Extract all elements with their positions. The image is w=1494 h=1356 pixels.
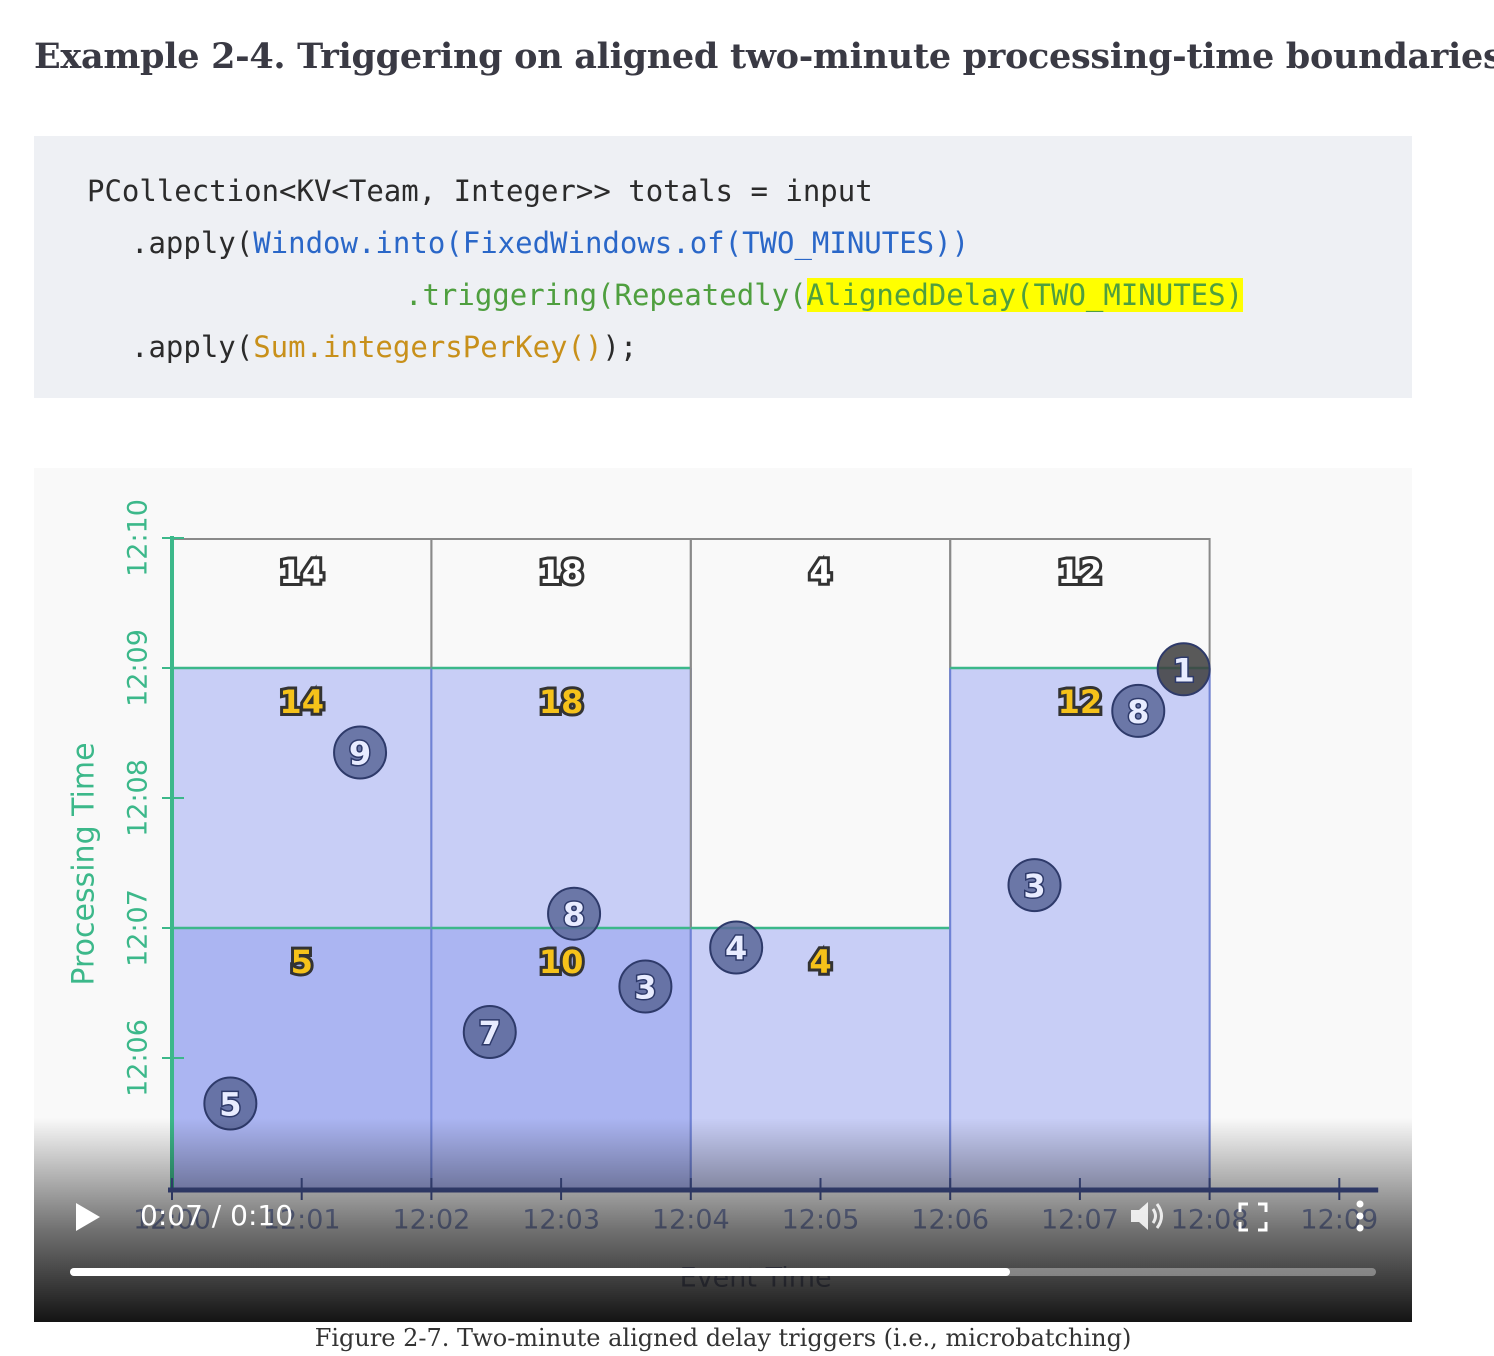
data-point-circle bbox=[618, 959, 673, 1014]
pane-area bbox=[950, 668, 1210, 1190]
pane-value: 18 bbox=[539, 683, 584, 721]
y-tick-label: 12:07 bbox=[123, 889, 154, 967]
current-time: 0:07 bbox=[140, 1199, 203, 1232]
data-point-value: 4 bbox=[725, 930, 747, 968]
data-point-value: 9 bbox=[349, 735, 371, 773]
pane-value: 14 bbox=[279, 683, 324, 721]
more-vertical-icon bbox=[1356, 1200, 1364, 1232]
code-text: PCollection<KV<Team, Integer>> totals = … bbox=[87, 174, 873, 208]
time-display: 0:07 / 0:10 bbox=[140, 1199, 293, 1232]
figure-caption: Figure 2-7. Two-minute aligned delay tri… bbox=[314, 1324, 1132, 1352]
code-sum-call: Sum.integersPerKey() bbox=[253, 330, 603, 364]
code-block: PCollection<KV<Team, Integer>> totals = … bbox=[34, 136, 1412, 398]
y-tick-label: 12:08 bbox=[123, 759, 154, 837]
duration: 0:10 bbox=[230, 1199, 294, 1232]
video-player[interactable]: 12:06 12:07 12:08 12:09 12:10 Processing Time… bbox=[34, 468, 1412, 1322]
data-point-value: 8 bbox=[1127, 693, 1149, 731]
play-button[interactable] bbox=[74, 1201, 102, 1233]
data-point-circle bbox=[1111, 683, 1166, 738]
data-point-circle bbox=[1156, 642, 1211, 697]
pane-value: 12 bbox=[1058, 683, 1103, 721]
data-point-value: 8 bbox=[563, 896, 585, 934]
play-icon bbox=[76, 1203, 100, 1231]
pane-value: 4 bbox=[809, 943, 831, 981]
more-options-button[interactable] bbox=[1350, 1198, 1370, 1234]
code-line-2: .apply(Window.into(FixedWindows.of(TWO_M… bbox=[131, 226, 969, 260]
data-point-value: 1 bbox=[1173, 651, 1195, 689]
pane-value: 10 bbox=[539, 943, 584, 981]
data-point-circle bbox=[462, 1005, 517, 1059]
code-highlight: AlignedDelay(TWO_MINUTES) bbox=[806, 278, 1244, 312]
data-point-value: 3 bbox=[634, 969, 656, 1007]
code-text: ); bbox=[602, 330, 638, 364]
code-line-3: .triggering(Repeatedly(AlignedDelay(TWO_… bbox=[405, 278, 1244, 312]
fullscreen-icon bbox=[1238, 1202, 1268, 1232]
data-point-circle bbox=[709, 920, 764, 975]
data-point-circle bbox=[1007, 858, 1062, 913]
data-point-circle bbox=[333, 725, 388, 780]
progress-bar[interactable] bbox=[70, 1268, 1376, 1276]
fullscreen-button[interactable] bbox=[1238, 1202, 1268, 1232]
data-point-circle bbox=[547, 886, 602, 941]
code-line-1: PCollection<KV<Team, Integer>> totals = … bbox=[87, 174, 873, 208]
volume-icon bbox=[1131, 1202, 1163, 1230]
y-tick-label: 12:06 bbox=[123, 1019, 154, 1097]
code-text: .apply( bbox=[131, 226, 254, 260]
data-point-value: 7 bbox=[479, 1014, 501, 1052]
code-line-4: .apply(Sum.integersPerKey()); bbox=[131, 330, 637, 364]
pane-area bbox=[431, 668, 691, 928]
window-final-value: 18 bbox=[539, 553, 584, 591]
controls-overlay bbox=[34, 1118, 1412, 1322]
code-text: .apply( bbox=[131, 330, 254, 364]
data-point-value: 3 bbox=[1023, 867, 1045, 905]
time-separator: / bbox=[202, 1199, 231, 1232]
window-final-value: 4 bbox=[809, 553, 831, 591]
pane-value: 5 bbox=[291, 943, 313, 981]
window-final-value: 14 bbox=[279, 553, 324, 591]
progress-fill bbox=[70, 1268, 1011, 1276]
y-tick-label: 12:10 bbox=[123, 499, 154, 577]
pane-area bbox=[172, 668, 432, 928]
y-tick-label: 12:09 bbox=[123, 629, 154, 707]
example-heading: Example 2-4. Triggering on aligned two-m… bbox=[34, 36, 1494, 77]
code-window-call: Window.into(FixedWindows.of(TWO_MINUTES)… bbox=[253, 226, 970, 260]
volume-button[interactable] bbox=[1128, 1198, 1168, 1234]
window-final-value: 12 bbox=[1058, 553, 1103, 591]
y-axis-label: Processing Time bbox=[67, 742, 102, 985]
code-trigger-call: .triggering(Repeatedly( bbox=[405, 278, 807, 312]
